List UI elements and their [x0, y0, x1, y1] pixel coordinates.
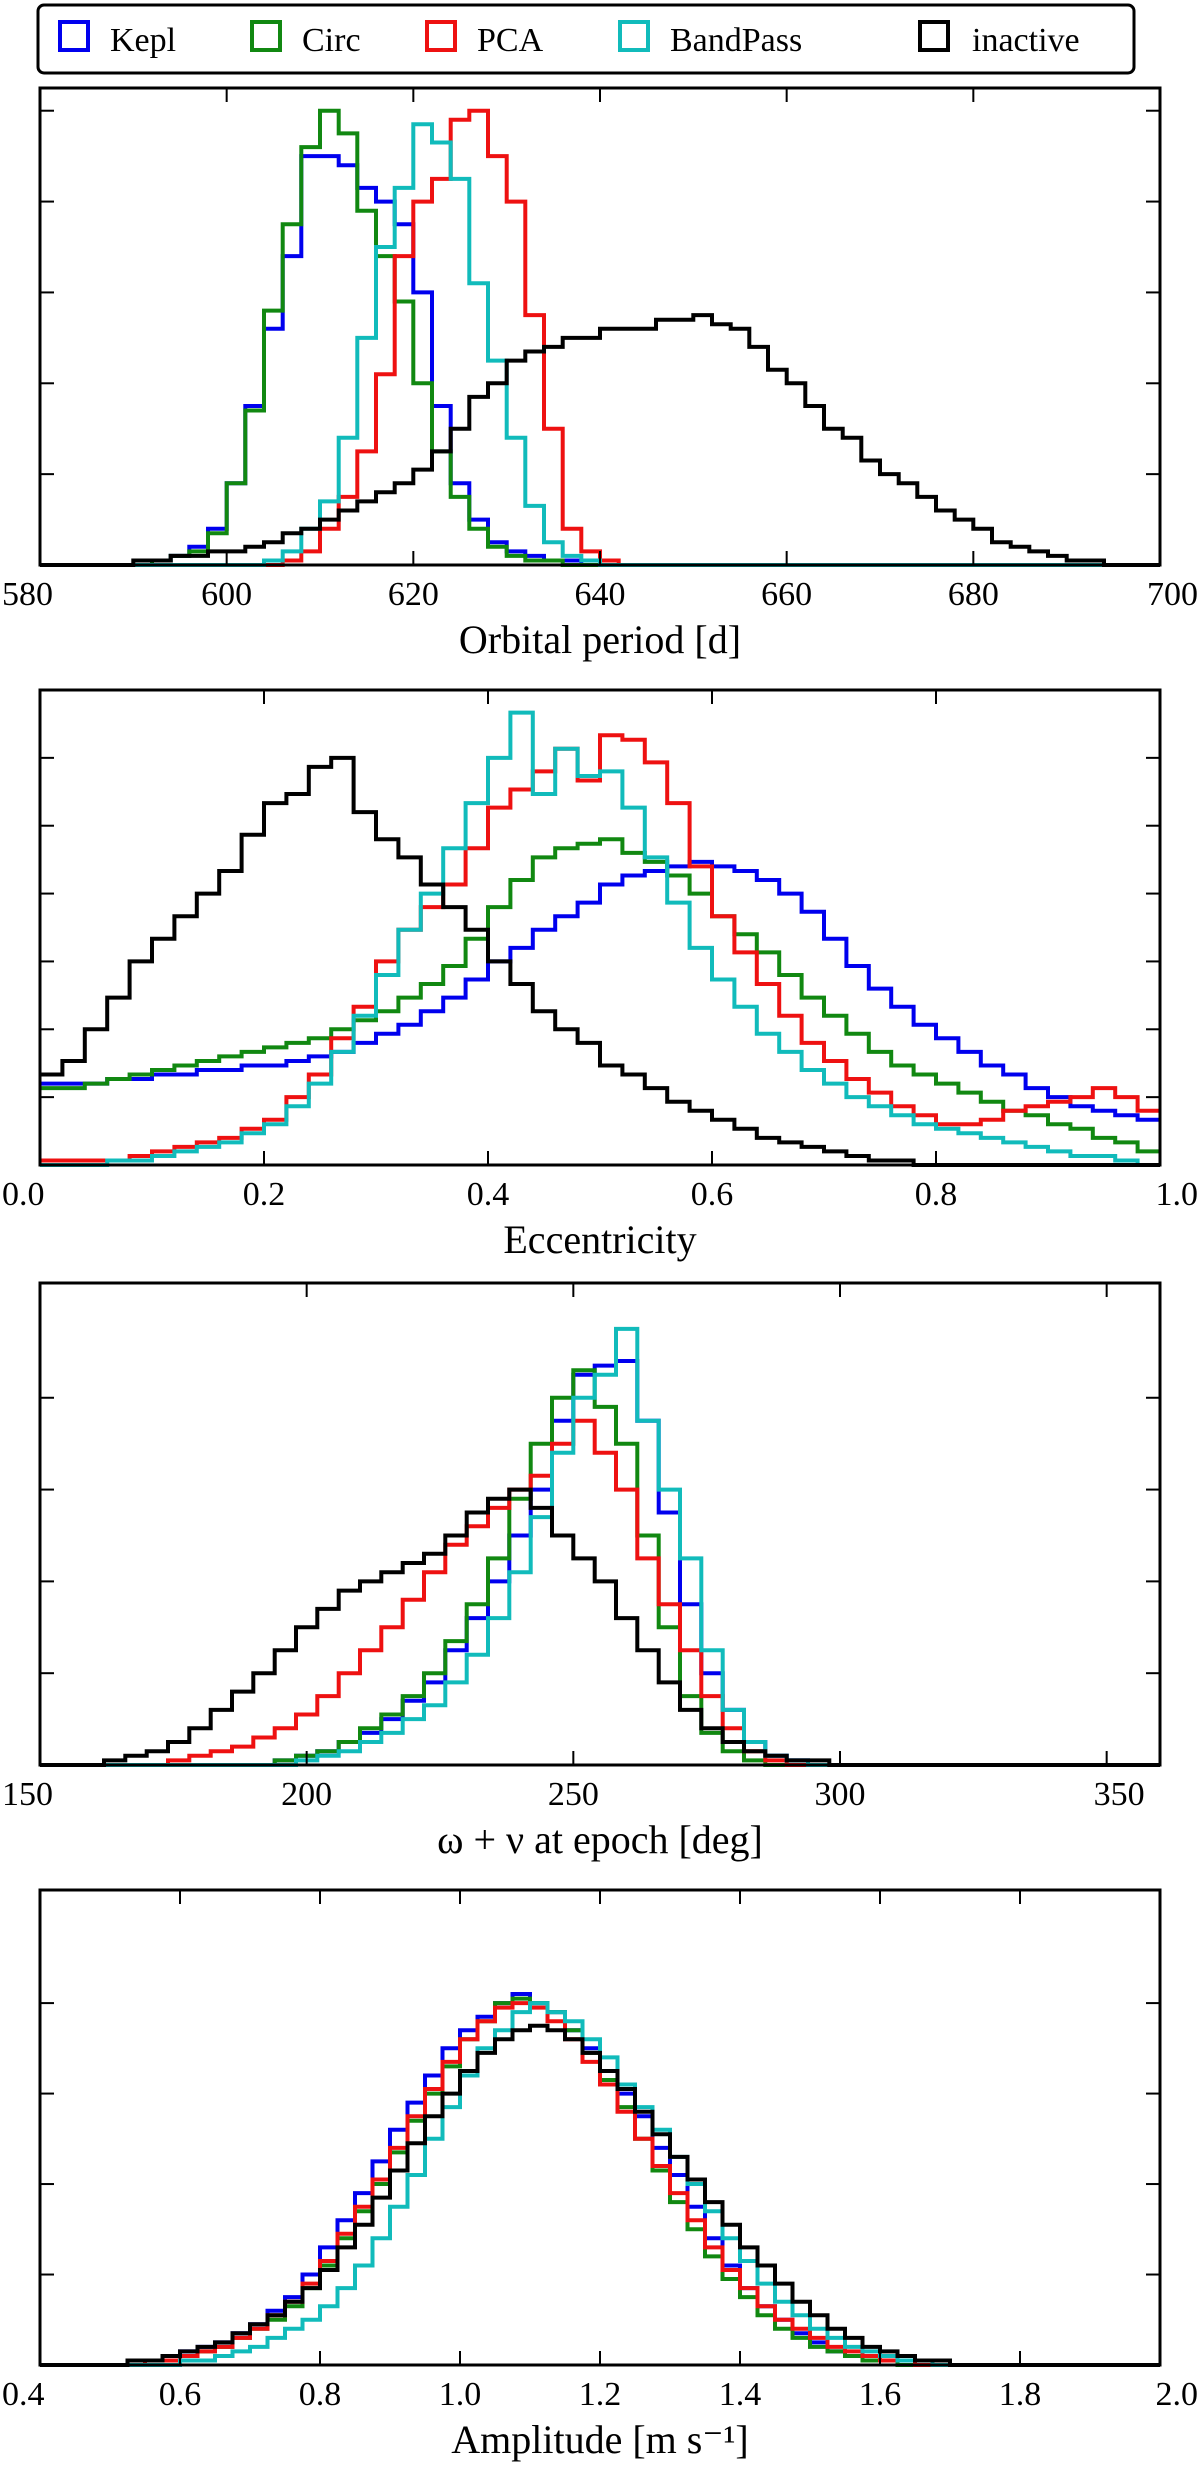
x-tick-label: 680: [948, 576, 999, 613]
legend-item-pca: PCA: [425, 20, 544, 59]
histogram-bandpass: [40, 2001, 1160, 2367]
histogram-bandpass: [40, 710, 1160, 1167]
x-tick-label: 1.2: [579, 2376, 622, 2413]
x-tick-label: 0.2: [243, 1176, 286, 1213]
histogram-bandpass: [40, 1326, 1160, 1767]
legend-item-kepl: Kepl: [58, 20, 176, 59]
x-tick-label: 0.6: [691, 1176, 734, 1213]
x-tick-label: 300: [815, 1776, 866, 1813]
x-tick-label: 700: [1147, 576, 1198, 613]
plot-frame: [38, 1888, 1162, 2367]
x-tick-label: 0.8: [915, 1176, 958, 1213]
panel-omega-nu: 150 200 250 300 350 ω + ν at epoch [deg]: [2, 1281, 1162, 1862]
plot-frame: [38, 688, 1162, 1167]
legend-swatch-kepl: [58, 20, 90, 52]
x-tick-label: 250: [548, 1776, 599, 1813]
x-tick-label: 200: [281, 1776, 332, 1813]
x-axis-label: ω + ν at epoch [deg]: [437, 1817, 763, 1862]
x-tick-label: 0.4: [467, 1176, 510, 1213]
legend-label-pca: PCA: [477, 22, 544, 59]
x-tick-label: 660: [761, 576, 812, 613]
histogram-pca: [40, 733, 1160, 1163]
legend-label-inactive: inactive: [972, 22, 1080, 59]
x-axis-label: Eccentricity: [503, 1217, 696, 1262]
plot-frame: [38, 1281, 1162, 1767]
legend-label-kepl: Kepl: [110, 22, 176, 59]
x-tick-label: 1.0: [439, 2376, 482, 2413]
x-tick-label: 1.4: [719, 2376, 762, 2413]
histogram-kepl: [40, 1359, 1160, 1767]
x-tick-label: 1.8: [999, 2376, 1042, 2413]
legend-swatch-inactive: [918, 20, 950, 52]
legend-item-inactive: inactive: [918, 20, 1080, 59]
legend-frame: [36, 3, 1136, 75]
legend: Kepl Circ PCA BandPass inactive: [36, 3, 1136, 75]
plot-frame: [38, 86, 1162, 567]
x-tick-label: 1.6: [859, 2376, 902, 2413]
histogram-inactive: [40, 755, 1160, 1167]
x-tick-label: 0.4: [2, 2376, 45, 2413]
histogram-pca: [40, 1418, 1160, 1767]
x-tick-label: 0.0: [2, 1176, 45, 1213]
x-tick-label: 2.0: [1156, 2376, 1199, 2413]
x-tick-label: 620: [388, 576, 439, 613]
panel-eccentricity: 0.0 0.2 0.4 0.6 0.8 1.0 Eccentricity: [2, 688, 1199, 1262]
x-tick-label: 1.0: [1156, 1176, 1199, 1213]
histogram-bandpass: [40, 122, 1160, 567]
legend-item-circ: Circ: [250, 20, 361, 59]
legend-swatch-circ: [250, 20, 282, 52]
x-tick-label: 600: [201, 576, 252, 613]
x-tick-label: 0.8: [299, 2376, 342, 2413]
x-axis-label: Amplitude [m s⁻¹]: [451, 2417, 749, 2462]
panel-orbital-period: 580 600 620 640 660 680 700 Orbital period [d]: [2, 86, 1198, 662]
x-axis-label: Orbital period [d]: [459, 617, 741, 662]
legend-swatch-bandpass: [618, 20, 650, 52]
x-tick-label: 580: [2, 576, 53, 613]
histogram-kepl: [40, 154, 1160, 567]
histogram-inactive: [40, 313, 1160, 567]
histogram-inactive: [40, 2023, 1160, 2367]
histogram-circ: [40, 1368, 1160, 1767]
histogram-circ: [40, 837, 1160, 1154]
x-tick-label: 0.6: [159, 2376, 202, 2413]
histogram-inactive: [40, 1487, 1160, 1767]
legend-swatch-pca: [425, 20, 457, 52]
x-tick-label: 150: [2, 1776, 53, 1813]
panel-amplitude: 0.4 0.6 0.8 1.0 1.2 1.4 1.6 1.8 2.0 Amplitude [m…: [2, 1888, 1199, 2462]
histogram-kepl: [40, 859, 1160, 1122]
x-tick-label: 640: [575, 576, 626, 613]
x-tick-label: 350: [1094, 1776, 1145, 1813]
legend-label-circ: Circ: [302, 22, 361, 59]
legend-label-bandpass: BandPass: [670, 22, 802, 59]
legend-item-bandpass: BandPass: [618, 20, 802, 59]
